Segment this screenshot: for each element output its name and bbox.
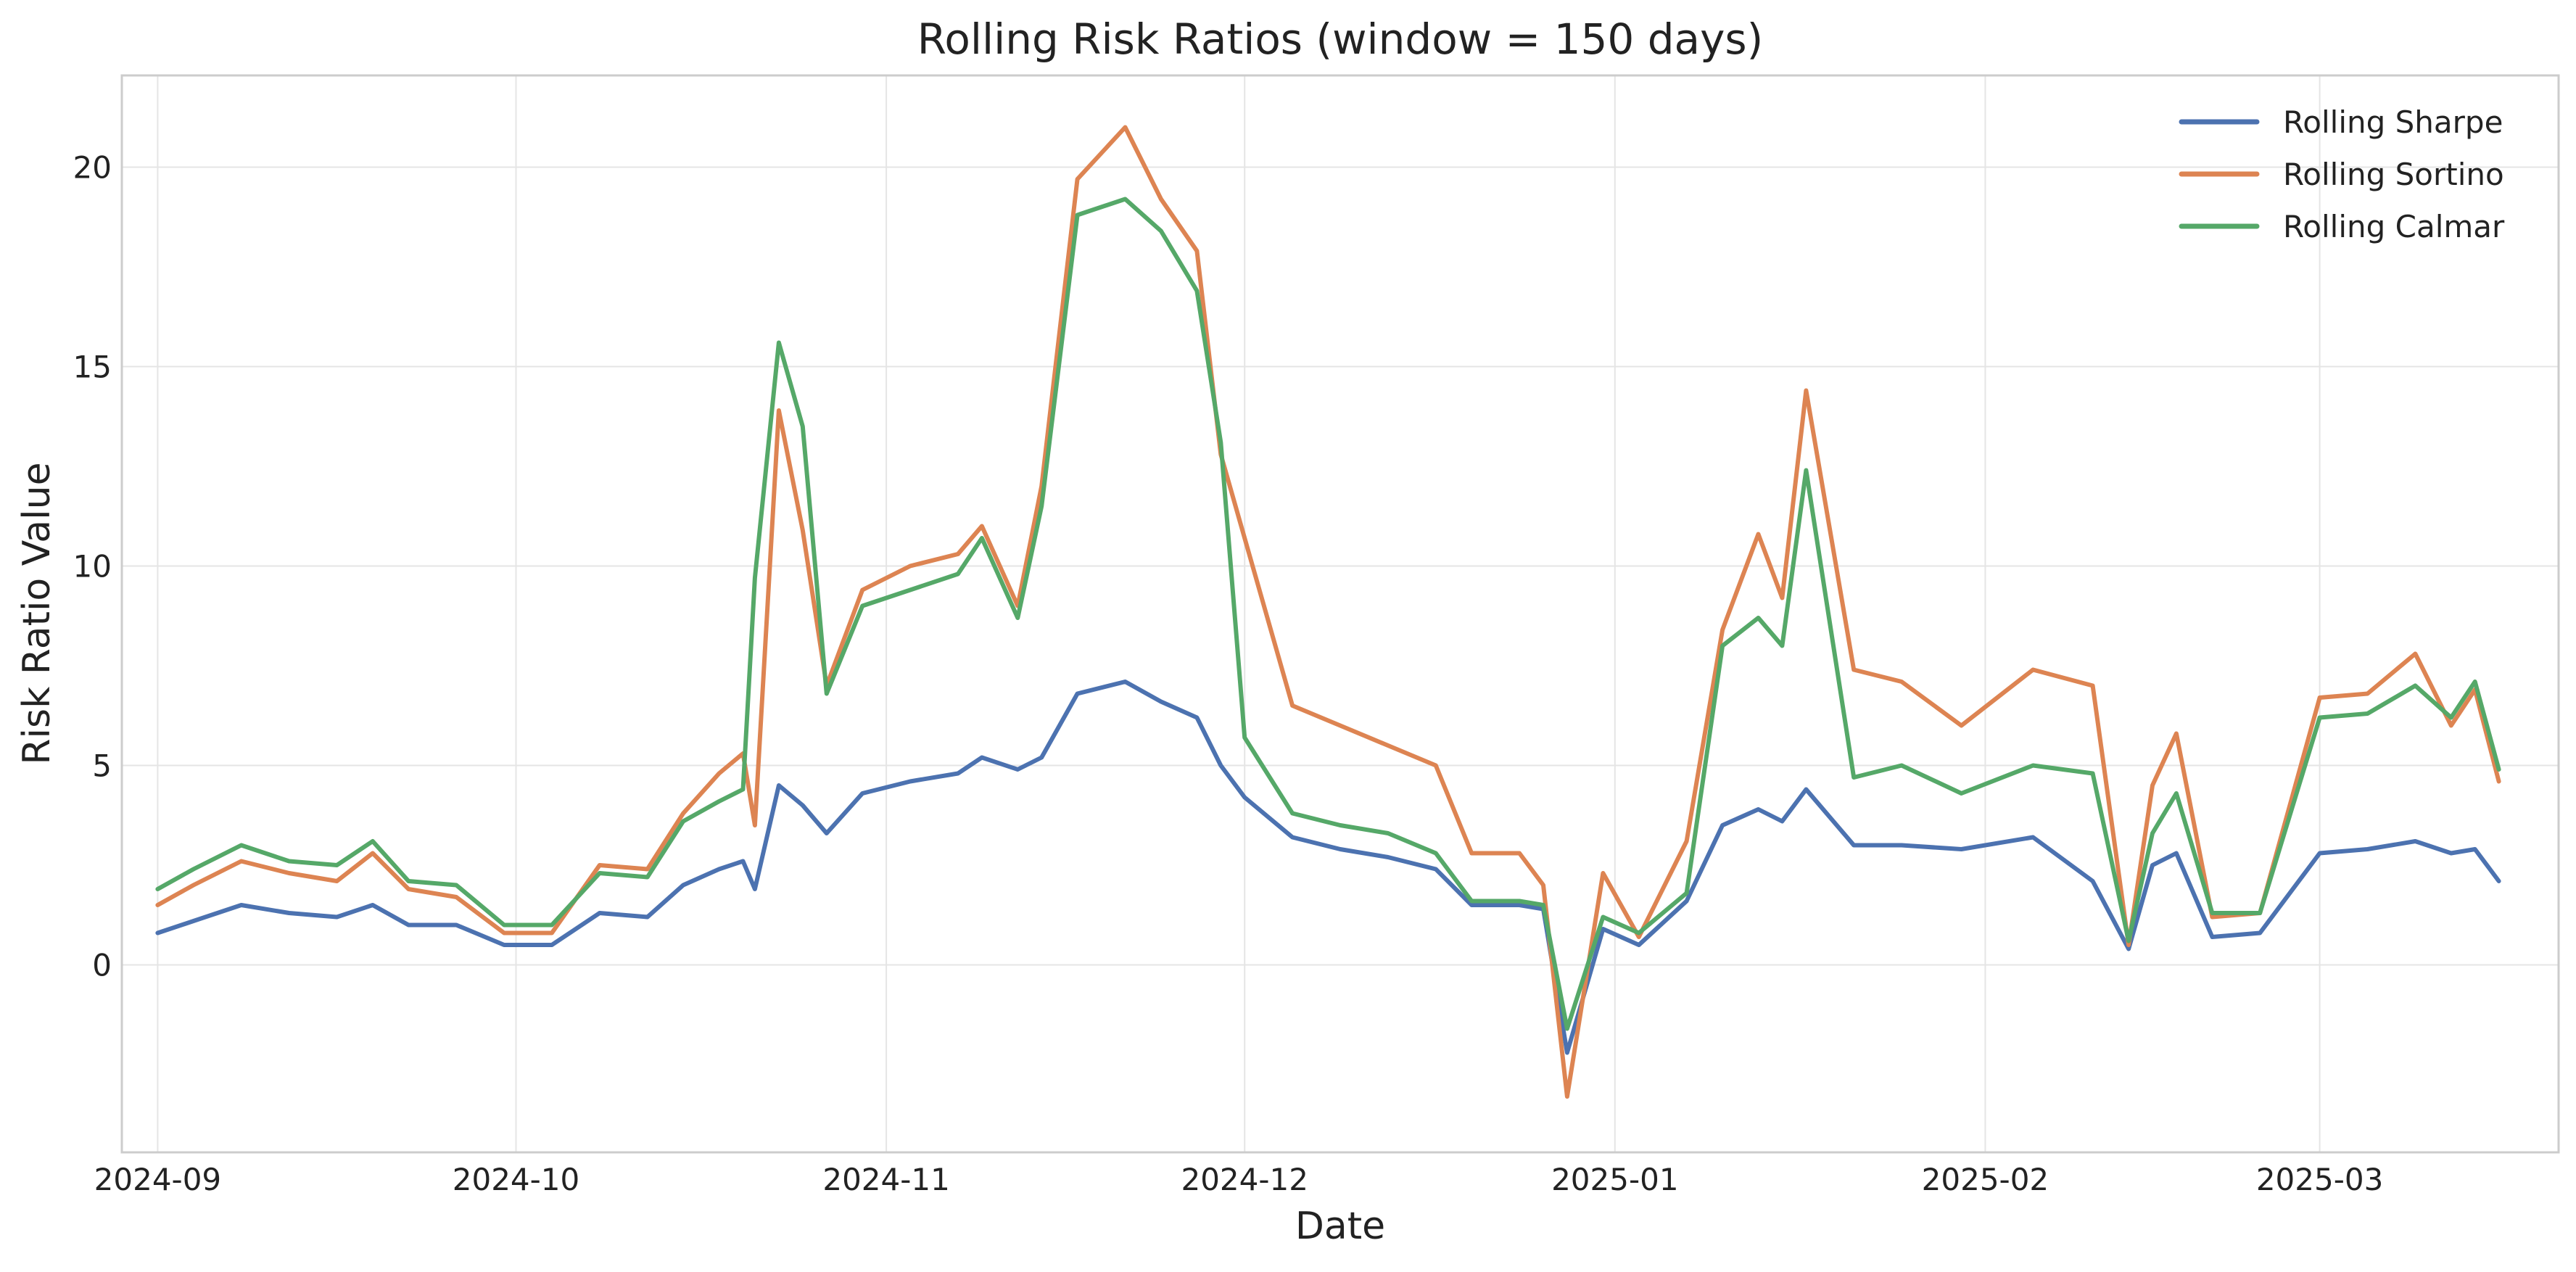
x-tick-label: 2025-01: [1551, 1162, 1679, 1197]
series-line-1: [155, 680, 2501, 1055]
series-line-3: [155, 197, 2501, 1031]
plot-frame: [120, 74, 2560, 1154]
y-tick-label: 5: [92, 748, 112, 784]
grid: [122, 75, 2559, 1152]
y-tick-labels: 0 5 10 15 20: [73, 150, 112, 983]
x-tick-label: 2024-12: [1181, 1162, 1308, 1197]
x-axis-label: Date: [1295, 1205, 1385, 1248]
y-axis-label: Risk Ratio Value: [15, 462, 59, 764]
x-tick-label: 2024-10: [453, 1162, 580, 1197]
x-tick-labels: 2024-09 2024-10 2024-11 2024-12 2025-01 2025-…: [94, 1162, 2384, 1197]
legend-label: Rolling Calmar: [2283, 209, 2505, 244]
chart-title: Rolling Risk Ratios (window = 150 days): [917, 15, 1764, 64]
plot-background: [122, 75, 2559, 1152]
x-tick-label: 2025-02: [1922, 1162, 2049, 1197]
legend-label: Rolling Sharpe: [2283, 104, 2503, 140]
y-tick-label: 20: [73, 150, 112, 186]
x-tick-label: 2024-09: [94, 1162, 222, 1197]
y-tick-label: 0: [92, 948, 112, 983]
x-tick-label: 2024-11: [822, 1162, 950, 1197]
legend: Rolling Sharpe Rolling Sortino Rolling Cal…: [2179, 104, 2505, 244]
x-tick-label: 2025-03: [2256, 1162, 2384, 1197]
y-tick-label: 15: [73, 350, 112, 385]
y-tick-label: 10: [73, 549, 112, 585]
series-lines: [155, 125, 2501, 1099]
legend-label: Rolling Sortino: [2283, 157, 2504, 192]
series-line-2: [155, 125, 2501, 1099]
